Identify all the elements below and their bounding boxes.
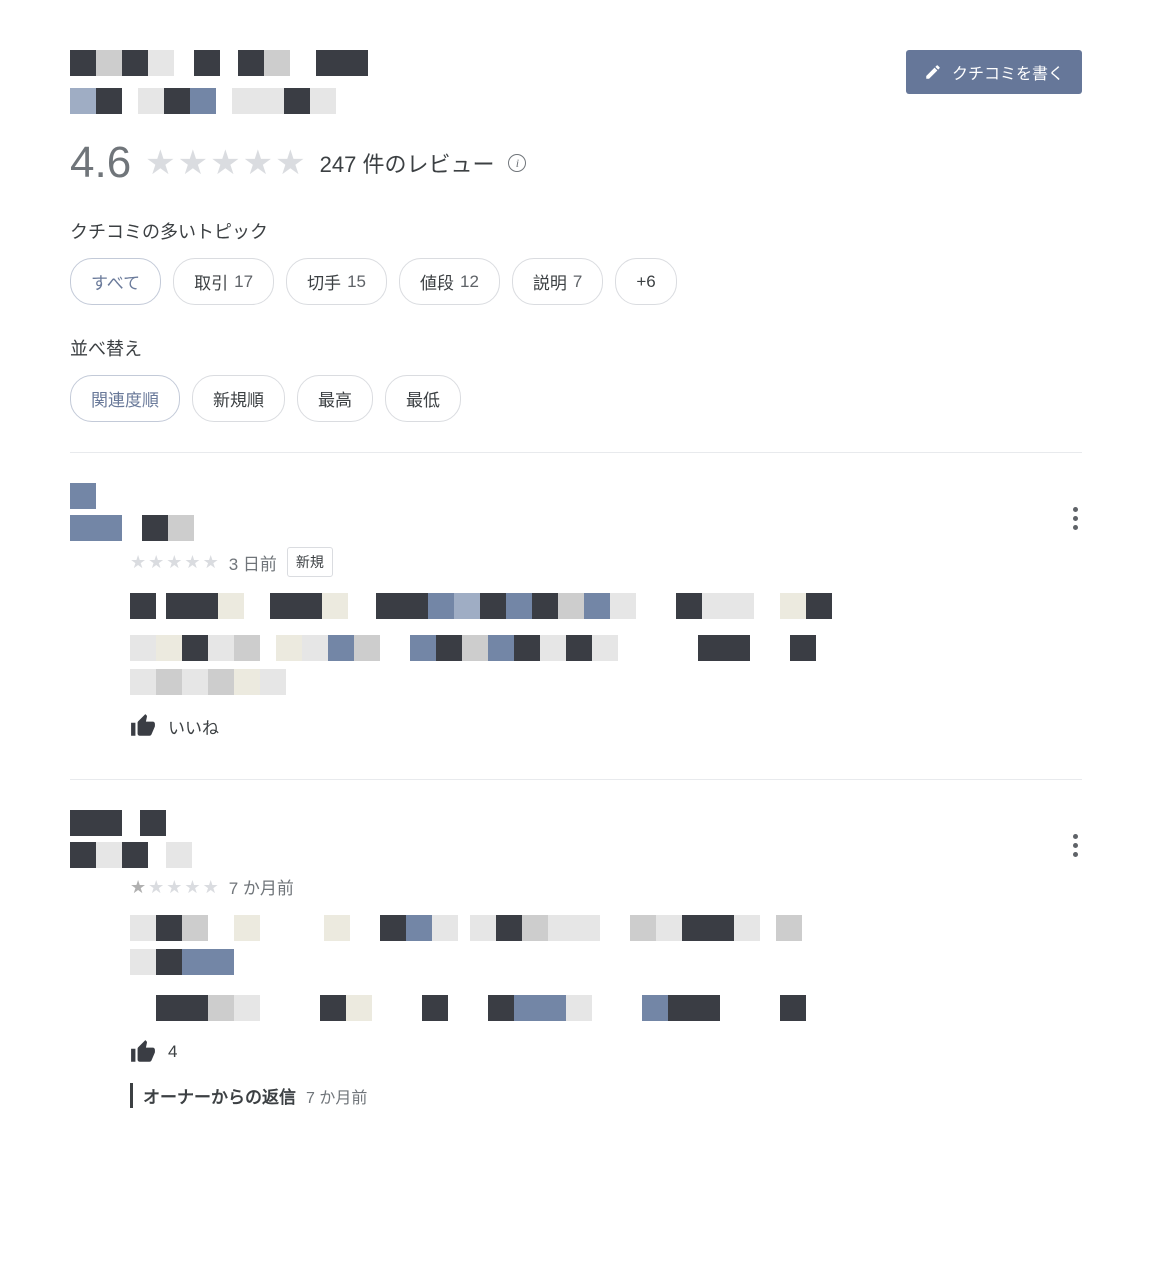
owner-reply-label: オーナーからの返信 [143, 1083, 296, 1108]
more-options-button[interactable] [1069, 830, 1082, 861]
redacted-review-text [130, 593, 1082, 695]
star-icon: ★ [184, 553, 200, 571]
like-label: いいね [168, 714, 219, 739]
sort-chip[interactable]: 新規順 [192, 375, 285, 422]
sort-chip[interactable]: 関連度順 [70, 375, 180, 422]
star-icon: ★ [166, 553, 182, 571]
thumb-up-icon [130, 1039, 156, 1065]
redacted-avatar [70, 483, 1082, 541]
star-icon: ★ [148, 878, 164, 896]
star-icon: ★ [203, 553, 219, 571]
star-icon: ★ [148, 553, 164, 571]
sort-label: 並べ替え [70, 335, 1082, 361]
star-icon: ★ [130, 878, 146, 896]
like-button[interactable]: 4 [130, 1039, 1082, 1065]
topic-chip[interactable]: 説明7 [512, 258, 603, 305]
star-icon: ★ [210, 146, 240, 180]
more-options-button[interactable] [1069, 503, 1082, 534]
write-review-label: クチコミを書く [952, 60, 1064, 84]
star-icon: ★ [166, 878, 182, 896]
sort-chip[interactable]: 最低 [385, 375, 461, 422]
divider [70, 779, 1082, 780]
topics-chip-row: すべて取引17 切手15 値段12 説明7 +6 [70, 258, 1082, 305]
star-icon: ★ [178, 146, 208, 180]
pencil-icon [924, 63, 942, 81]
review-count: 247 件のレビュー [320, 147, 495, 179]
topics-label: クチコミの多いトピック [70, 218, 1082, 244]
topic-chip[interactable]: +6 [615, 258, 676, 305]
divider [70, 452, 1082, 453]
topic-chip[interactable]: 切手15 [286, 258, 387, 305]
review-date: 3 日前 [229, 550, 277, 575]
star-icon: ★ [145, 146, 175, 180]
rating-summary: 4.6 ★ ★ ★ ★ ★ 247 件のレビュー i [70, 138, 1082, 188]
topic-chip[interactable]: すべて [70, 258, 161, 305]
review-stars: ★ ★ ★ ★ ★ [130, 878, 219, 896]
star-icon: ★ [243, 146, 273, 180]
redacted-review-text [130, 915, 1082, 1021]
review-item: ★ ★ ★ ★ ★ 7 か月前 4 オーナーからの返信 [70, 810, 1082, 1128]
topic-chip[interactable]: 取引17 [173, 258, 274, 305]
like-count: 4 [168, 1042, 177, 1062]
owner-reply: オーナーからの返信 7 か月前 [130, 1083, 1082, 1108]
review-stars: ★ ★ ★ ★ ★ [130, 553, 219, 571]
rating-stars: ★ ★ ★ ★ ★ [145, 146, 305, 180]
topic-chip[interactable]: 値段12 [399, 258, 500, 305]
like-button[interactable]: いいね [130, 713, 1082, 739]
new-badge: 新規 [287, 547, 333, 577]
redacted-avatar [70, 810, 1082, 868]
write-review-button[interactable]: クチコミを書く [906, 50, 1082, 94]
owner-reply-date: 7 か月前 [306, 1084, 367, 1108]
thumb-up-icon [130, 713, 156, 739]
review-date: 7 か月前 [229, 874, 294, 899]
star-icon: ★ [130, 553, 146, 571]
star-icon: ★ [184, 878, 200, 896]
rating-value: 4.6 [70, 138, 131, 188]
info-icon[interactable]: i [508, 154, 526, 172]
star-icon: ★ [275, 146, 305, 180]
star-icon: ★ [203, 878, 219, 896]
sort-chip-row: 関連度順新規順最高最低 [70, 375, 1082, 422]
review-item: ★ ★ ★ ★ ★ 3 日前 新規 いいね [70, 483, 1082, 759]
sort-chip[interactable]: 最高 [297, 375, 373, 422]
